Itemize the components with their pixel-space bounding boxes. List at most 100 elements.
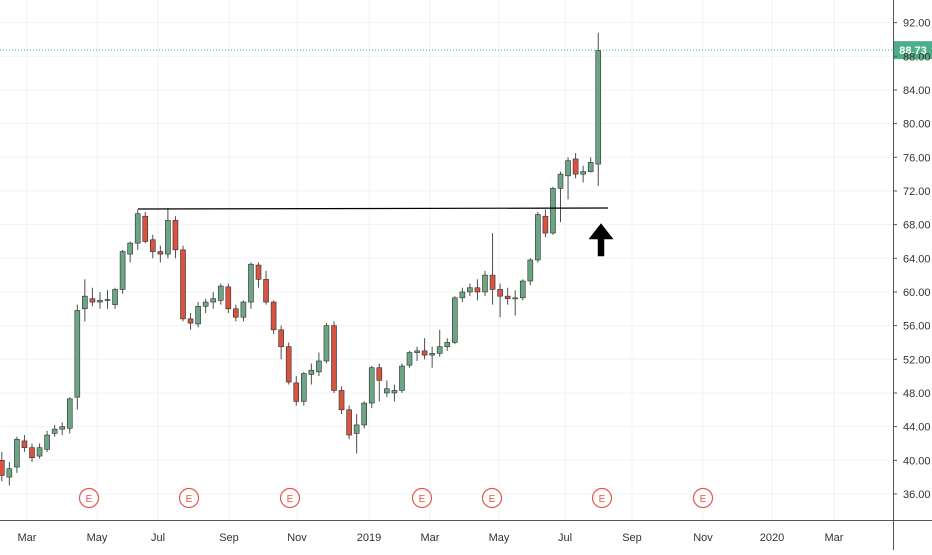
candle-body (97, 300, 103, 303)
candle-body (21, 440, 28, 448)
candle-body (512, 297, 519, 300)
candle-body (74, 310, 81, 398)
earnings-marker[interactable] (591, 487, 613, 509)
candle-body (300, 373, 307, 402)
candle-body (225, 286, 232, 310)
y-tick-label: 80.00 (903, 119, 931, 131)
y-tick-label: 92.00 (903, 18, 931, 30)
candle-body (308, 369, 315, 375)
candle-body (210, 298, 216, 303)
candle-body (127, 242, 133, 255)
candle-body (293, 382, 300, 402)
earnings-marker-label: E (599, 494, 606, 505)
candle-body (459, 291, 466, 299)
candle-body (497, 289, 503, 297)
resistance-trendline (137, 207, 609, 210)
x-tick-label: Mar (421, 532, 440, 544)
candle-body (29, 447, 35, 459)
candle-body (489, 274, 496, 290)
candle-body (504, 295, 511, 299)
candle-body (6, 468, 13, 478)
candle-body (51, 428, 58, 434)
candle-body (542, 215, 549, 234)
candle-body (134, 213, 141, 244)
candle-body (150, 239, 156, 252)
candle-body (361, 402, 368, 426)
candle-body (157, 251, 164, 255)
earnings-marker-label: E (489, 494, 496, 505)
up-arrow-icon (585, 220, 617, 258)
candle-layer (0, 32, 602, 486)
last-price-badge (894, 41, 932, 60)
earnings-marker-label: E (186, 494, 193, 505)
candle-body (316, 360, 322, 373)
y-tick-label: 36.00 (903, 489, 931, 501)
candle-body (142, 215, 149, 242)
candle-body (233, 308, 239, 318)
candle-body (172, 220, 179, 251)
earnings-marker[interactable] (481, 487, 503, 509)
earnings-marker[interactable] (78, 487, 100, 509)
candle-body (0, 459, 5, 476)
x-tick-label: 2019 (357, 532, 381, 544)
candle-body (44, 434, 50, 450)
candle-body (436, 346, 443, 354)
x-tick-label: Jul (558, 532, 572, 544)
y-tick-label: 64.00 (903, 253, 931, 265)
candle-body (14, 438, 20, 468)
candle-body (263, 279, 269, 303)
candle-body (482, 274, 488, 293)
candle-body (180, 249, 186, 320)
candle-body (565, 160, 571, 177)
candle-body (270, 301, 277, 331)
candle-body (587, 162, 594, 172)
x-tick-label: Nov (693, 532, 713, 544)
candle-body (248, 263, 254, 303)
y-tick-label: 48.00 (903, 388, 931, 400)
candle-body (165, 220, 171, 255)
x-tick-label: Nov (287, 532, 307, 544)
earnings-marker[interactable] (411, 487, 433, 509)
earnings-marker-label: E (419, 494, 426, 505)
candle-body (406, 352, 413, 366)
candle-body (572, 158, 579, 175)
candle-body (255, 264, 262, 280)
y-tick-label: 40.00 (903, 455, 931, 467)
candle-body (285, 346, 292, 383)
candle-body (112, 289, 118, 305)
y-tick-label: 68.00 (903, 220, 931, 232)
x-tick-label: Mar (18, 532, 37, 544)
overlay-layer: 88.73 (0, 41, 932, 258)
candle-body (421, 350, 428, 356)
candle-body (368, 367, 375, 404)
candle-body (104, 299, 111, 301)
candle-body (36, 447, 43, 457)
x-tick-label: Mar (825, 532, 844, 544)
earnings-marker[interactable] (178, 487, 200, 509)
y-tick-label: 72.00 (903, 186, 931, 198)
candle-body (202, 301, 209, 307)
candle-body (527, 259, 534, 282)
candle-body (467, 287, 473, 293)
last-price-label: 88.73 (899, 45, 927, 57)
candle-body (384, 388, 390, 394)
candle-body (240, 301, 247, 318)
candle-body (519, 280, 526, 299)
candle-body (391, 390, 398, 394)
x-tick-label: May (87, 532, 108, 544)
candle-body (557, 173, 564, 189)
x-tick-label: Jul (151, 532, 165, 544)
y-tick-label: 76.00 (903, 152, 931, 164)
candle-body (89, 298, 96, 303)
grid-layer (0, 0, 893, 520)
y-tick-label: 60.00 (903, 287, 931, 299)
x-tick-label: 2020 (760, 532, 784, 544)
earnings-marker[interactable] (692, 487, 714, 509)
x-tick-label: May (489, 532, 510, 544)
earnings-marker[interactable] (279, 487, 301, 509)
candle-body (82, 295, 88, 310)
candle-body (331, 325, 337, 391)
